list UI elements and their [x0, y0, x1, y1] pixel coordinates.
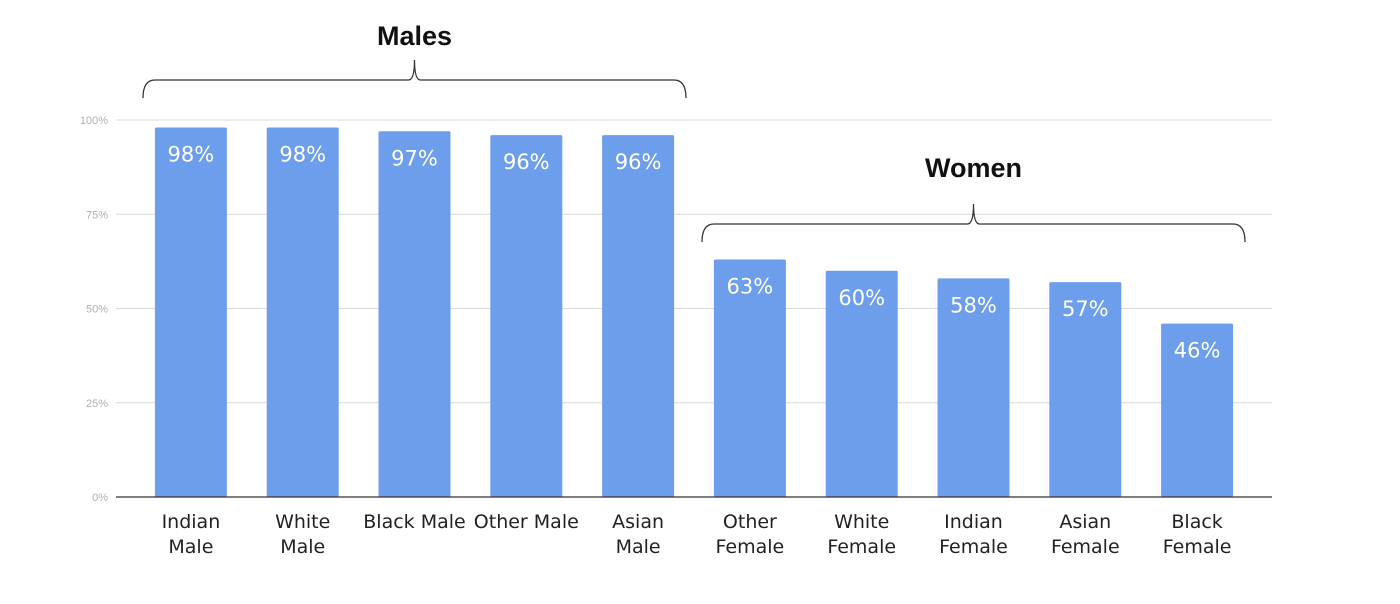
bar-indian-female	[937, 278, 1010, 497]
value-label-white-female: 60%	[838, 286, 885, 310]
value-label-black-female: 46%	[1174, 339, 1221, 363]
category-label-asian-male-line-2: Male	[616, 536, 661, 558]
y-tick-label-0: 0%	[92, 492, 108, 504]
value-label-other-female: 63%	[727, 274, 774, 298]
bar-asian-male	[602, 135, 675, 497]
group-label-males: Males	[377, 21, 452, 51]
group-brace-males	[142, 59, 687, 99]
value-label-asian-male: 96%	[615, 150, 662, 174]
category-label-black-male: Black Male	[363, 511, 465, 533]
category-label-other-female-line-1: Other	[723, 511, 777, 533]
category-label-indian-male-line-2: Male	[168, 536, 213, 558]
y-tick-label-100: 100%	[80, 115, 108, 127]
category-label-white-female-line-2: Female	[827, 536, 896, 558]
category-label-asian-female-line-2: Female	[1051, 536, 1120, 558]
group-brace-women	[701, 203, 1246, 243]
group-label-women: Women	[925, 153, 1022, 183]
category-label-asian-male-line-1: Asian	[612, 511, 664, 533]
value-label-black-male: 97%	[391, 146, 438, 170]
value-label-white-male: 98%	[279, 143, 326, 167]
y-tick-label-75: 75%	[86, 209, 108, 221]
value-label-asian-female: 57%	[1062, 297, 1109, 321]
y-tick-label-50: 50%	[86, 304, 108, 316]
bar-black-male	[378, 131, 451, 497]
category-label-white-male-line-2: Male	[280, 536, 325, 558]
value-labels: 98% 98% 97% 96% 96% 63% 60% 58% 57% 46%	[168, 143, 1221, 363]
category-label-other-male: Other Male	[474, 511, 579, 533]
value-label-indian-female: 58%	[950, 293, 997, 317]
category-label-black-female-line-1: Black	[1171, 511, 1222, 533]
value-label-indian-male: 98%	[168, 143, 215, 167]
bar-asian-female	[1049, 282, 1122, 497]
bar-other-female	[713, 259, 786, 497]
bars	[154, 127, 1234, 497]
category-label-other-female-line-2: Female	[716, 536, 785, 558]
bar-white-male	[266, 127, 339, 497]
bar-white-female	[825, 270, 898, 497]
category-label-indian-male-line-1: Indian	[162, 511, 221, 533]
category-label-black-female-line-2: Female	[1163, 536, 1232, 558]
category-label-indian-female-line-1: Indian	[944, 511, 1003, 533]
bar-indian-male	[154, 127, 227, 497]
bar-other-male	[490, 135, 563, 497]
category-label-white-female-line-1: White	[834, 511, 889, 533]
category-labels: Indian Male White Male Black Male Other Male A…	[162, 511, 1232, 558]
category-label-white-male-line-1: White	[275, 511, 330, 533]
category-label-indian-female-line-2: Female	[939, 536, 1008, 558]
y-tick-label-25: 25%	[86, 398, 108, 410]
value-label-other-male: 96%	[503, 150, 550, 174]
category-label-asian-female-line-1: Asian	[1059, 511, 1111, 533]
group-annotations: Males Women	[142, 21, 1246, 243]
bar-black-female	[1161, 323, 1234, 497]
y-axis-ticks: 0% 25% 50% 75% 100%	[80, 115, 108, 504]
